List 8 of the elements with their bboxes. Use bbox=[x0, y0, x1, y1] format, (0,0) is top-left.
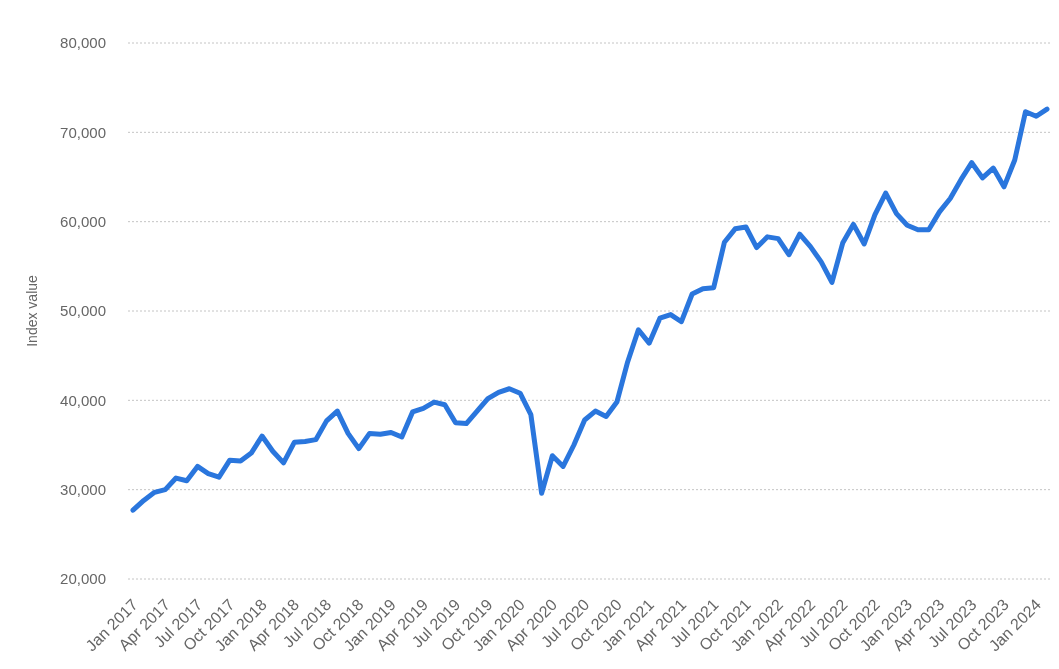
y-tick-label: 80,000 bbox=[60, 34, 106, 52]
y-axis-title: Index value bbox=[23, 274, 40, 347]
y-tick-label: 60,000 bbox=[60, 212, 106, 230]
y-tick-label: 20,000 bbox=[60, 570, 106, 588]
y-tick-label: 50,000 bbox=[60, 302, 106, 320]
y-tick-label: 70,000 bbox=[60, 123, 106, 141]
y-tick-label: 30,000 bbox=[60, 480, 106, 498]
y-tick-label: 40,000 bbox=[60, 391, 106, 409]
